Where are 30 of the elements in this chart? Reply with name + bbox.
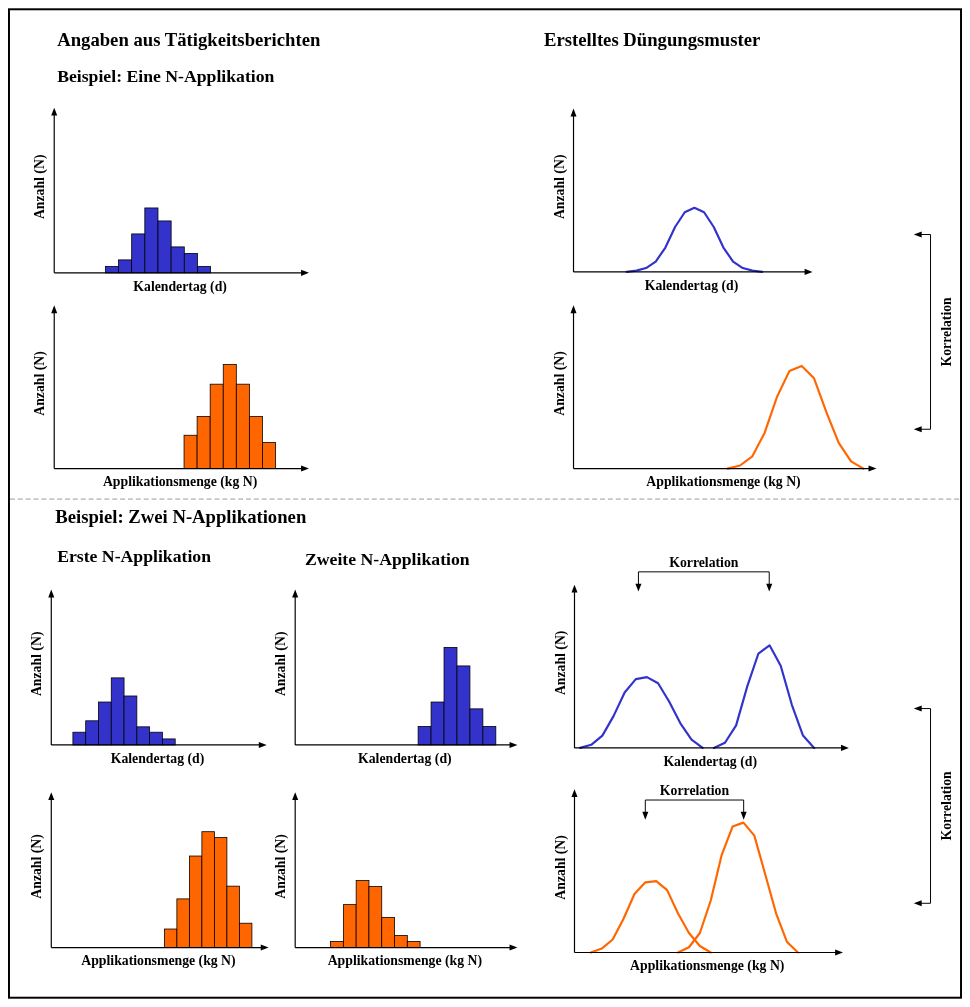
y-axis-title: Anzahl (N) [551,351,568,416]
x-axis-title: Kalendertag (d) [358,750,452,767]
x-axis-title: Applikationsmenge (kg N) [327,953,483,970]
x-axis-title: Applikationsmenge (kg N) [646,474,801,491]
y-axis-title: Anzahl (N) [29,834,46,899]
text: Korrelation [659,783,730,799]
x-axis-title: Kalendertag (d) [663,753,758,770]
chart-subtitle: Beispiel: Eine N-Applikation [57,66,275,87]
x-axis-title: Applikationsmenge (kg N) [630,958,785,975]
y-axis-title: Anzahl (N) [32,351,49,416]
chart-subtitle: Zweite N-Applikation [305,548,470,569]
x-axis-title: Kalendertag (d) [644,277,739,294]
chart-subtitle: Erste N-Applikation [57,546,212,567]
text: Korrelation [939,770,955,841]
y-axis-title: Anzahl (N) [273,834,290,899]
y-axis-title: Anzahl (N) [29,631,46,697]
y-axis-title: Anzahl (N) [273,631,290,697]
x-axis-title: Applikationsmenge (kg N) [81,953,236,970]
chart-title: Beispiel: Zwei N-Applikationen [55,505,307,527]
chart-title: Erstelltes Düngungsmuster [544,28,761,50]
y-axis-title: Anzahl (N) [32,154,49,220]
x-axis-title: Applikationsmenge (kg N) [102,474,258,491]
x-axis-title: Kalendertag (d) [110,750,205,767]
text: Korrelation [669,554,739,570]
y-axis-title: Anzahl (N) [552,630,569,696]
x-axis-title: Kalendertag (d) [133,278,227,295]
y-axis-title: Anzahl (N) [551,154,568,220]
text: Korrelation [939,296,955,367]
chart-title: Angaben aus Tätigkeitsberichten [57,28,321,50]
y-axis-title: Anzahl (N) [552,835,569,900]
